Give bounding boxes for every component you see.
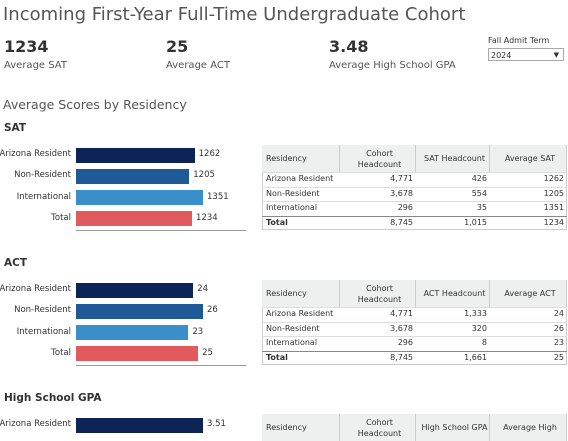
chart-title: High School GPA [4, 392, 102, 404]
table-cell: 296 [397, 338, 413, 347]
chart-title: ACT [4, 257, 27, 269]
filter-value: 2024 [491, 51, 512, 60]
bar [76, 325, 189, 341]
category-label: Non-Resident [14, 170, 71, 181]
kpi-label: Average ACT [166, 60, 230, 71]
table-header: Average High [490, 414, 567, 441]
table-header: Average SAT [490, 145, 567, 172]
table-cell: 1,333 [464, 309, 487, 318]
table-cell: 296 [397, 203, 413, 212]
kpi-value: 3.48 [329, 37, 369, 56]
table-row-line [262, 215, 567, 217]
table-row-line [262, 186, 567, 188]
table-cell: Total [266, 352, 288, 362]
table-cell: 1,661 [464, 352, 487, 362]
table-header: SAT Headcount [416, 145, 490, 172]
value-label: 3.51 [207, 419, 226, 429]
axis-line [76, 364, 246, 366]
category-label: International [16, 191, 71, 202]
table-cell: Arizona Resident [266, 309, 334, 318]
table-cell: Total [266, 217, 288, 227]
table-cell: 1262 [543, 174, 564, 183]
table-cell: 8,745 [390, 352, 413, 362]
category-label: Arizona Resident [0, 149, 71, 159]
table-row-line [262, 336, 567, 337]
page-title: Incoming First-Year Full-Time Undergradu… [3, 4, 466, 25]
table-cell: Non-Resident [266, 188, 320, 198]
table-cell: 25 [553, 352, 564, 362]
bar [76, 417, 203, 433]
table-cell: 3,678 [390, 323, 413, 333]
table-cell: 4,771 [390, 309, 413, 318]
kpi-value: 1234 [4, 37, 49, 56]
category-label: Arizona Resident [0, 419, 71, 429]
table-cell: 8,745 [390, 217, 413, 227]
category-label: Non-Resident [14, 305, 71, 316]
table-header: High School GPA [416, 414, 490, 441]
chart-title: SAT [4, 122, 27, 134]
table-cell: 3,678 [390, 188, 413, 198]
table-header: Residency [262, 280, 340, 307]
category-label: Total [51, 212, 71, 223]
category-label: Arizona Resident [0, 284, 71, 294]
category-label: International [16, 326, 71, 337]
value-label: 1351 [207, 191, 229, 202]
table-cell: International [266, 338, 318, 347]
bar [76, 190, 203, 206]
table-header: Residency [262, 145, 340, 172]
table-cell: 1351 [543, 203, 564, 212]
table-cell: 1,015 [464, 217, 487, 227]
table-cell: 554 [471, 188, 487, 198]
value-label: 23 [192, 326, 204, 337]
bar [76, 211, 192, 227]
kpi-label: Average SAT [4, 60, 67, 71]
table-row-line [262, 321, 567, 323]
table-cell: 4,771 [390, 174, 413, 183]
value-label: 25 [202, 347, 213, 358]
table-cell: Arizona Resident [266, 174, 334, 183]
table-cell: International [266, 203, 318, 212]
table-cell: 24 [553, 309, 564, 318]
table-row-line [262, 172, 567, 173]
value-label: 24 [197, 284, 209, 294]
dropdown-arrow: ▼ [553, 51, 559, 59]
table-cell: 35 [476, 203, 487, 212]
table-header: Cohort Headcount [340, 414, 416, 441]
dashboard: Incoming First-Year Full-Time Undergradu… [0, 4, 567, 441]
table-cell: Non-Resident [266, 323, 320, 333]
table-cell: 1205 [543, 188, 564, 198]
table-cell: 426 [471, 174, 487, 183]
kpi-label: Average High School GPA [329, 60, 456, 71]
kpi-value: 25 [166, 37, 189, 56]
table-row-line [262, 201, 567, 202]
bar [76, 282, 194, 298]
table-header: ACT Headcount [416, 280, 490, 307]
value-label: 1234 [196, 212, 218, 223]
table-header: Cohort Headcount [340, 145, 416, 172]
section-title: Average Scores by Residency [3, 97, 187, 112]
table-row-line [262, 350, 567, 352]
bar [76, 303, 203, 319]
bar [76, 147, 195, 163]
filter-select[interactable]: 2024 ▼ [488, 48, 564, 61]
table-header: Cohort Headcount [340, 280, 416, 307]
table-cell: 320 [471, 323, 487, 333]
filter-label: Fall Admit Term [488, 36, 550, 45]
table-cell: 8 [481, 338, 487, 347]
table-header: Residency [262, 414, 340, 441]
category-label: Total [51, 347, 71, 358]
value-label: 1205 [193, 170, 215, 181]
bar [76, 168, 190, 184]
bar [76, 346, 199, 362]
table-row-line [262, 307, 567, 308]
table-header: Average ACT [490, 280, 567, 307]
value-label: 1262 [198, 149, 221, 159]
table-cell: 1234 [543, 217, 564, 227]
table-cell: 26 [553, 323, 564, 333]
axis-line [76, 229, 246, 231]
value-label: 26 [207, 305, 218, 316]
table-cell: 23 [553, 338, 564, 347]
